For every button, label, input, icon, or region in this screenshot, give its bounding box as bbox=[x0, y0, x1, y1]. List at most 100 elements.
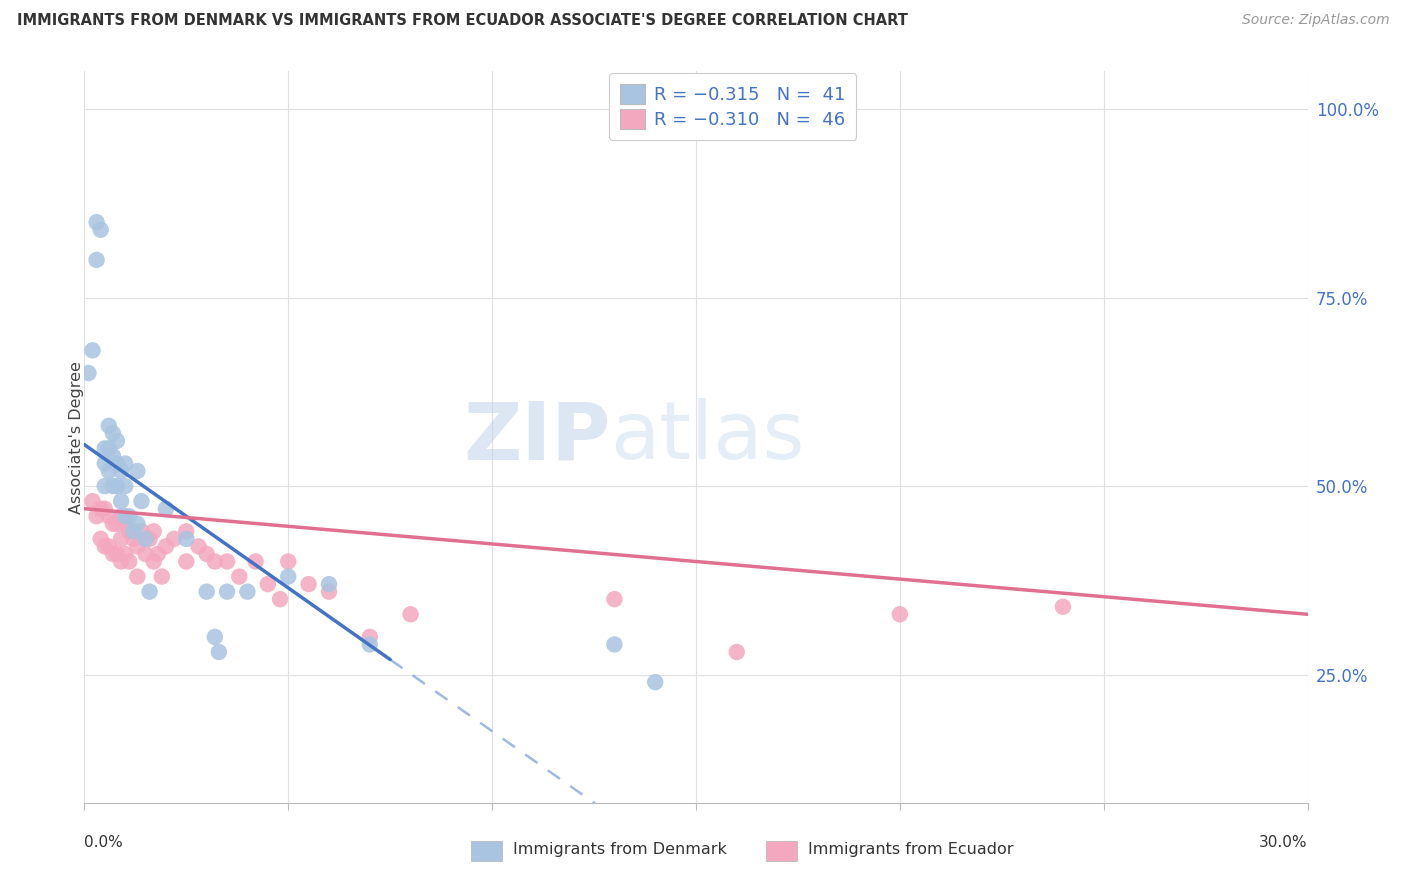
Point bbox=[155, 501, 177, 516]
Point bbox=[644, 675, 666, 690]
Point bbox=[277, 569, 299, 583]
Point bbox=[174, 532, 197, 546]
Point bbox=[236, 584, 259, 599]
Point bbox=[298, 577, 321, 591]
Point bbox=[277, 554, 299, 568]
Point bbox=[163, 532, 186, 546]
Point bbox=[217, 554, 239, 568]
Point bbox=[174, 554, 197, 568]
Point bbox=[93, 442, 115, 456]
Point bbox=[135, 532, 157, 546]
Text: atlas: atlas bbox=[610, 398, 804, 476]
Point bbox=[142, 524, 165, 539]
Point bbox=[77, 366, 100, 380]
Point bbox=[97, 464, 120, 478]
Point bbox=[90, 501, 112, 516]
Legend: R = −0.315   N =  41, R = −0.310   N =  46: R = −0.315 N = 41, R = −0.310 N = 46 bbox=[609, 73, 856, 140]
Point bbox=[359, 630, 381, 644]
Point bbox=[97, 540, 120, 554]
Point bbox=[93, 501, 115, 516]
Point bbox=[114, 509, 136, 524]
Point bbox=[90, 223, 112, 237]
Point bbox=[118, 509, 141, 524]
Text: IMMIGRANTS FROM DENMARK VS IMMIGRANTS FROM ECUADOR ASSOCIATE'S DEGREE CORRELATIO: IMMIGRANTS FROM DENMARK VS IMMIGRANTS FR… bbox=[17, 13, 908, 29]
Point bbox=[1052, 599, 1074, 614]
Point bbox=[131, 524, 153, 539]
Point bbox=[399, 607, 422, 622]
Point bbox=[127, 540, 149, 554]
Point bbox=[82, 343, 104, 358]
Point bbox=[97, 509, 120, 524]
Point bbox=[101, 479, 124, 493]
Point bbox=[359, 637, 381, 651]
Point bbox=[110, 532, 132, 546]
Point bbox=[269, 592, 291, 607]
Point bbox=[97, 418, 120, 433]
Point bbox=[146, 547, 169, 561]
Point bbox=[110, 554, 132, 568]
Point bbox=[150, 569, 173, 583]
Point bbox=[131, 494, 153, 508]
Y-axis label: Associate's Degree: Associate's Degree bbox=[69, 360, 83, 514]
Text: ZIP: ZIP bbox=[463, 398, 610, 476]
Point bbox=[257, 577, 280, 591]
Point bbox=[93, 457, 115, 471]
Point bbox=[155, 540, 177, 554]
Point bbox=[889, 607, 911, 622]
Point bbox=[318, 577, 340, 591]
Point bbox=[135, 547, 157, 561]
Text: Immigrants from Denmark: Immigrants from Denmark bbox=[513, 842, 727, 856]
Point bbox=[86, 509, 108, 524]
Text: Source: ZipAtlas.com: Source: ZipAtlas.com bbox=[1241, 13, 1389, 28]
Point bbox=[174, 524, 197, 539]
Point bbox=[101, 547, 124, 561]
Text: 0.0%: 0.0% bbox=[84, 836, 124, 850]
Point bbox=[86, 252, 108, 267]
Point bbox=[110, 494, 132, 508]
Point bbox=[603, 592, 626, 607]
Point bbox=[118, 524, 141, 539]
Point bbox=[114, 547, 136, 561]
Point bbox=[105, 479, 128, 493]
Point bbox=[105, 516, 128, 531]
Point bbox=[101, 516, 124, 531]
Point bbox=[90, 532, 112, 546]
Point bbox=[138, 532, 160, 546]
Point bbox=[101, 449, 124, 463]
Text: Immigrants from Ecuador: Immigrants from Ecuador bbox=[808, 842, 1014, 856]
Point bbox=[114, 479, 136, 493]
Point bbox=[86, 215, 108, 229]
Text: 30.0%: 30.0% bbox=[1260, 836, 1308, 850]
Point bbox=[114, 516, 136, 531]
Point bbox=[187, 540, 209, 554]
Point bbox=[114, 457, 136, 471]
Point bbox=[93, 479, 115, 493]
Point bbox=[122, 524, 145, 539]
Point bbox=[228, 569, 250, 583]
Point bbox=[105, 434, 128, 448]
Point bbox=[118, 554, 141, 568]
Point bbox=[127, 464, 149, 478]
Point bbox=[245, 554, 267, 568]
Point bbox=[127, 569, 149, 583]
Point bbox=[97, 442, 120, 456]
Point bbox=[204, 630, 226, 644]
Point bbox=[105, 457, 128, 471]
Point bbox=[110, 509, 132, 524]
Point bbox=[204, 554, 226, 568]
Point bbox=[217, 584, 239, 599]
Point bbox=[208, 645, 231, 659]
Point bbox=[725, 645, 748, 659]
Point bbox=[138, 584, 160, 599]
Point bbox=[105, 547, 128, 561]
Point bbox=[603, 637, 626, 651]
Point bbox=[110, 464, 132, 478]
Point bbox=[195, 584, 218, 599]
Point bbox=[93, 540, 115, 554]
Point bbox=[101, 426, 124, 441]
Point bbox=[195, 547, 218, 561]
Point bbox=[122, 532, 145, 546]
Point bbox=[127, 516, 149, 531]
Point bbox=[82, 494, 104, 508]
Point bbox=[318, 584, 340, 599]
